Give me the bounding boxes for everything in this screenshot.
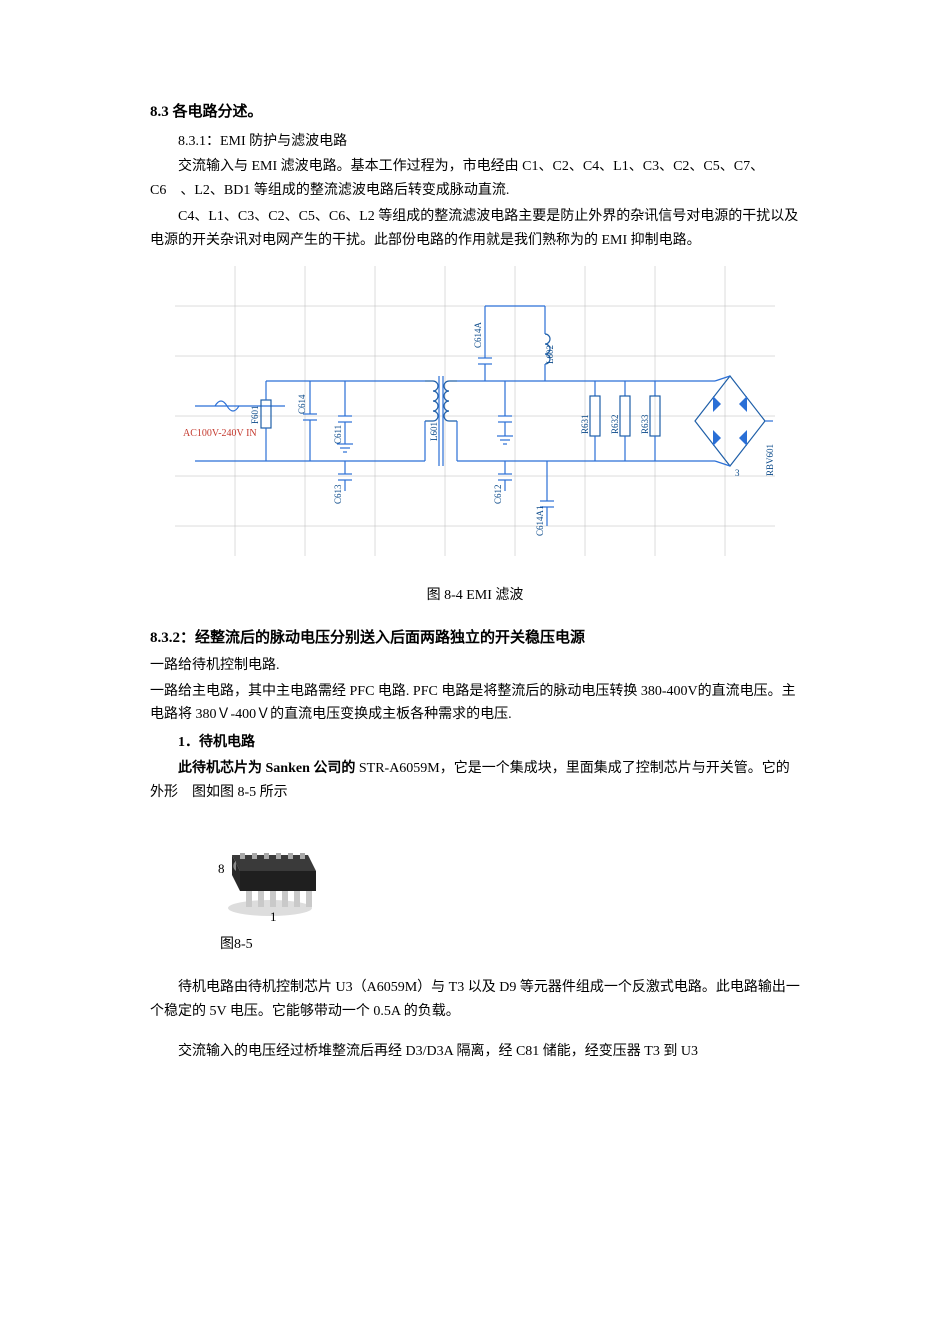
svg-text:C613: C613 bbox=[333, 484, 343, 504]
svg-text:C612: C612 bbox=[493, 485, 503, 505]
para-tail-1: 待机电路由待机控制芯片 U3（A6059M）与 T3 以及 D9 等元器件组成一… bbox=[150, 976, 800, 1024]
pin8-label: 8 bbox=[218, 861, 225, 876]
para-standby-1: 此待机芯片为 Sanken 公司的 STR-A6059M，它是一个集成块，里面集… bbox=[150, 757, 800, 805]
figure-8-4-caption: 图 8-4 EMI 滤波 bbox=[150, 584, 800, 608]
svg-text:R633: R633 bbox=[640, 414, 650, 434]
emi-filter-schematic: F601 AC100V-240V IN C614 bbox=[175, 266, 775, 556]
svg-text:L601: L601 bbox=[429, 422, 439, 441]
figure-8-5-wrap: 8 1 bbox=[210, 833, 800, 923]
figure-8-4-wrap: F601 AC100V-240V IN C614 bbox=[175, 266, 775, 556]
para-8-3-1-title: 8.3.1：EMI 防护与滤波电路 bbox=[150, 130, 800, 154]
para-tail-2: 交流输入的电压经过桥堆整流后再经 D3/D3A 隔离，经 C81 储能，经变压器… bbox=[150, 1040, 800, 1064]
para-8-3-1-body1: 交流输入与 EMI 滤波电路。基本工作过程为，市电经由 C1、C2、C4、L1、… bbox=[150, 155, 800, 203]
para-8-3-1-body2: C4、L1、C3、C2、C5、C6、L2 等组成的整流滤波电路主要是防止外界的杂… bbox=[150, 205, 800, 253]
chip-dip8: 8 1 bbox=[210, 833, 330, 923]
para-8-3-2-line1: 一路给待机控制电路. bbox=[150, 654, 800, 678]
svg-text:C614: C614 bbox=[297, 394, 307, 414]
figure-8-5-caption: 图8-5 bbox=[220, 933, 800, 957]
svg-text:3: 3 bbox=[735, 468, 740, 478]
spacer bbox=[150, 1026, 800, 1038]
svg-text:R632: R632 bbox=[610, 415, 620, 435]
para-8-3-2-line2: 一路给主电路，其中主电路需经 PFC 电路. PFC 电路是将整流后的脉动电压转… bbox=[150, 680, 800, 728]
svg-text:RBV601: RBV601 bbox=[765, 444, 775, 476]
page: 8.3 各电路分述。 8.3.1：EMI 防护与滤波电路 交流输入与 EMI 滤… bbox=[0, 0, 950, 1344]
standby-bold: 此待机芯片为 Sanken 公司的 bbox=[178, 761, 355, 776]
svg-text:R631: R631 bbox=[580, 415, 590, 435]
svg-text:F601: F601 bbox=[250, 406, 260, 425]
svg-text:C614A: C614A bbox=[473, 322, 483, 349]
heading-8-3: 8.3 各电路分述。 bbox=[150, 100, 800, 126]
svg-text:L602: L602 bbox=[545, 345, 555, 364]
svg-text:C611: C611 bbox=[333, 425, 343, 444]
heading-standby: 1．待机电路 bbox=[150, 731, 800, 755]
pin1-label: 1 bbox=[270, 909, 277, 923]
heading-8-3-2: 8.3.2：经整流后的脉动电压分别送入后面两路独立的开关稳压电源 bbox=[150, 626, 800, 652]
ac-input-label: AC100V-240V IN bbox=[183, 428, 257, 439]
svg-text:C614A1: C614A1 bbox=[535, 506, 545, 537]
